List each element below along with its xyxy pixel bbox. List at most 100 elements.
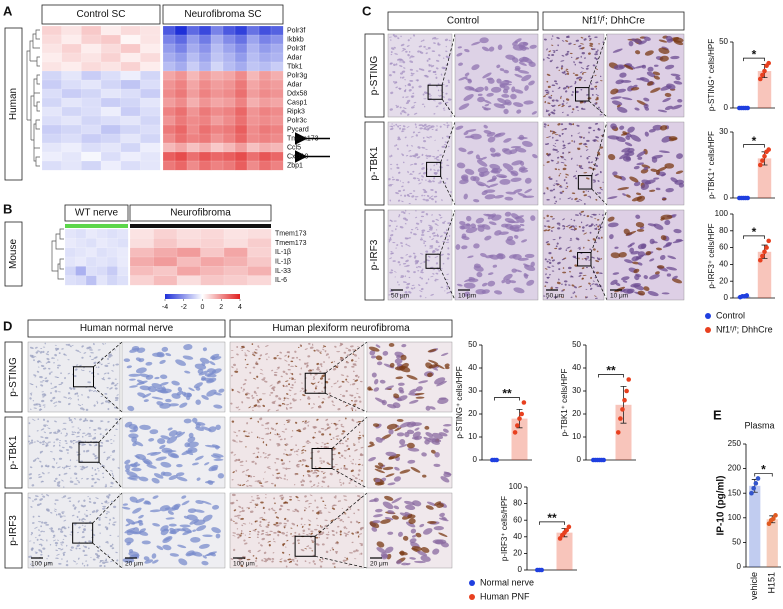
row-label: Tmem173 bbox=[287, 135, 319, 142]
cell-nucleus bbox=[567, 142, 571, 145]
cell-nucleus bbox=[153, 473, 164, 479]
cell-nucleus bbox=[242, 523, 247, 525]
cell-nucleus bbox=[441, 137, 444, 139]
cell-nucleus bbox=[396, 244, 399, 246]
cell-nucleus bbox=[112, 523, 116, 526]
cell-nucleus bbox=[548, 153, 551, 156]
cell-nucleus bbox=[643, 103, 649, 109]
cell-nucleus bbox=[546, 199, 550, 201]
cell-nucleus bbox=[368, 346, 380, 352]
cell-nucleus bbox=[562, 218, 565, 221]
cell-nucleus bbox=[48, 372, 51, 375]
cell-nucleus bbox=[521, 239, 528, 243]
heatmap-cell bbox=[258, 52, 272, 63]
cell-nucleus bbox=[113, 434, 116, 436]
cell-nucleus bbox=[524, 264, 536, 272]
cell-nucleus bbox=[248, 533, 251, 535]
cell-nucleus bbox=[85, 408, 89, 411]
cell-nucleus bbox=[475, 154, 480, 160]
cell-nucleus bbox=[422, 128, 427, 130]
cell-nucleus bbox=[547, 54, 551, 56]
cell-nucleus bbox=[574, 80, 577, 84]
cell-nucleus bbox=[354, 379, 359, 382]
cell-nucleus bbox=[388, 294, 391, 296]
cell-nucleus bbox=[150, 451, 162, 456]
cell-nucleus bbox=[598, 272, 603, 274]
cell-nucleus bbox=[110, 560, 113, 563]
cell-nucleus bbox=[552, 130, 556, 134]
cell-nucleus bbox=[573, 61, 575, 64]
cell-nucleus bbox=[637, 290, 646, 296]
cell-nucleus bbox=[588, 39, 592, 41]
cell-nucleus bbox=[528, 80, 535, 86]
heatmap-cell bbox=[258, 115, 272, 126]
cell-nucleus bbox=[315, 471, 318, 474]
cell-nucleus bbox=[311, 541, 314, 543]
cell-nucleus bbox=[445, 241, 450, 243]
y-tick-label: 40 bbox=[468, 363, 477, 372]
cell-nucleus bbox=[637, 243, 647, 250]
cell-nucleus bbox=[333, 496, 337, 499]
cell-nucleus bbox=[558, 224, 561, 226]
cell-nucleus bbox=[267, 453, 271, 457]
row-header: p-IRF3 bbox=[369, 239, 380, 270]
cell-nucleus bbox=[421, 103, 425, 105]
cell-nucleus bbox=[243, 389, 245, 391]
cell-nucleus bbox=[543, 192, 546, 195]
cell-nucleus bbox=[239, 484, 242, 486]
cell-nucleus bbox=[35, 351, 39, 354]
cell-nucleus bbox=[202, 347, 207, 352]
cell-nucleus bbox=[202, 555, 207, 559]
cell-nucleus bbox=[434, 139, 436, 141]
cell-nucleus bbox=[594, 57, 597, 60]
cell-nucleus bbox=[320, 525, 324, 529]
cell-nucleus bbox=[248, 406, 252, 409]
cell-nucleus bbox=[675, 170, 684, 174]
cell-nucleus bbox=[630, 87, 640, 91]
cell-nucleus bbox=[410, 528, 417, 534]
cell-nucleus bbox=[389, 271, 393, 274]
cell-nucleus bbox=[565, 173, 569, 176]
cell-nucleus bbox=[114, 387, 118, 390]
cell-nucleus bbox=[248, 393, 251, 395]
cell-nucleus bbox=[412, 131, 416, 134]
cell-nucleus bbox=[57, 466, 61, 469]
cell-nucleus bbox=[655, 169, 660, 175]
y-tick-label: 30 bbox=[468, 386, 477, 395]
cell-nucleus bbox=[445, 235, 448, 238]
heatmap-cell bbox=[246, 88, 260, 99]
cell-nucleus bbox=[547, 229, 549, 231]
cell-nucleus bbox=[408, 518, 416, 525]
cell-nucleus bbox=[85, 514, 89, 518]
cell-nucleus bbox=[379, 379, 386, 384]
cell-nucleus bbox=[557, 161, 560, 163]
cell-nucleus bbox=[348, 552, 353, 554]
heatmap-cell bbox=[258, 97, 272, 108]
cell-nucleus bbox=[636, 192, 642, 196]
cell-nucleus bbox=[69, 480, 74, 483]
heatmap-cell bbox=[162, 52, 176, 63]
cell-nucleus bbox=[107, 496, 110, 499]
cell-nucleus bbox=[235, 469, 238, 472]
y-tick-label: 100 bbox=[509, 482, 523, 491]
cell-nucleus bbox=[670, 177, 678, 183]
cell-nucleus bbox=[277, 531, 280, 533]
cell-nucleus bbox=[557, 123, 561, 126]
heatmap-cell bbox=[41, 124, 62, 135]
cell-nucleus bbox=[593, 181, 597, 183]
cell-nucleus bbox=[582, 226, 585, 229]
cell-nucleus bbox=[337, 380, 339, 383]
cell-nucleus bbox=[290, 533, 292, 535]
heatmap-cell bbox=[210, 106, 224, 117]
row-label: Polr3c bbox=[287, 117, 307, 124]
cell-nucleus bbox=[194, 509, 205, 513]
cell-nucleus bbox=[651, 156, 658, 163]
cell-nucleus bbox=[54, 344, 57, 346]
data-point bbox=[539, 567, 544, 573]
cell-nucleus bbox=[311, 509, 314, 512]
cell-nucleus bbox=[582, 229, 585, 232]
cell-nucleus bbox=[566, 247, 570, 249]
cell-nucleus bbox=[234, 522, 238, 525]
cell-nucleus bbox=[410, 228, 414, 231]
cell-nucleus bbox=[358, 431, 361, 433]
